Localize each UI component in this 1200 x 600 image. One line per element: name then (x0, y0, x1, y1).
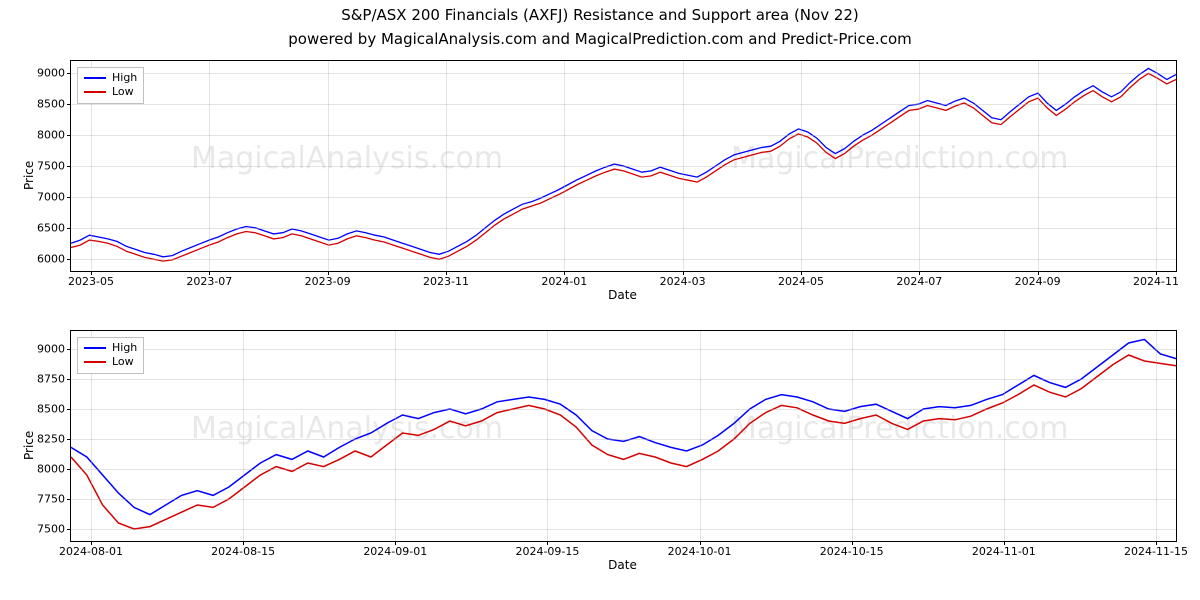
legend-swatch (84, 91, 106, 93)
legend-label: High (112, 71, 137, 85)
legend-item: High (84, 71, 137, 85)
legend-swatch (84, 361, 106, 363)
legend-swatch (84, 77, 106, 79)
x-tick-label: 2024-11-15 (1124, 545, 1188, 558)
x-tick-label: 2024-09 (1015, 275, 1061, 288)
x-tick-label: 2024-09-01 (363, 545, 427, 558)
legend-item: High (84, 341, 137, 355)
chart-panel-top: MagicalAnalysis.com MagicalPrediction.co… (70, 60, 1177, 272)
y-tick-label: 6500 (37, 221, 65, 234)
plot-lines-bottom (71, 331, 1176, 541)
y-axis-label: Price (22, 431, 36, 460)
y-tick-label: 7500 (37, 523, 65, 536)
x-tick-label: 2024-10-15 (820, 545, 884, 558)
y-tick-label: 7000 (37, 190, 65, 203)
chart-subtitle: powered by MagicalAnalysis.com and Magic… (0, 30, 1200, 48)
x-tick-label: 2024-11-01 (972, 545, 1036, 558)
figure: S&P/ASX 200 Financials (AXFJ) Resistance… (0, 0, 1200, 600)
x-tick-label: 2024-10-01 (668, 545, 732, 558)
x-tick-label: 2024-09-15 (515, 545, 579, 558)
y-tick-label: 8750 (37, 373, 65, 386)
x-tick-label: 2024-07 (896, 275, 942, 288)
y-tick-label: 8500 (37, 403, 65, 416)
x-axis-label: Date (70, 288, 1175, 302)
y-tick-label: 9000 (37, 67, 65, 80)
legend-label: High (112, 341, 137, 355)
legend-item: Low (84, 85, 137, 99)
x-tick-label: 2024-01 (541, 275, 587, 288)
legend-swatch (84, 347, 106, 349)
x-tick-label: 2023-05 (68, 275, 114, 288)
x-tick-label: 2023-09 (305, 275, 351, 288)
x-tick-label: 2024-08-15 (211, 545, 275, 558)
x-tick-label: 2024-05 (778, 275, 824, 288)
x-tick-label: 2023-11 (423, 275, 469, 288)
y-tick-label: 6000 (37, 252, 65, 265)
y-tick-label: 8000 (37, 463, 65, 476)
chart-title: S&P/ASX 200 Financials (AXFJ) Resistance… (0, 6, 1200, 24)
y-tick-label: 7750 (37, 493, 65, 506)
legend-item: Low (84, 355, 137, 369)
y-tick-label: 8500 (37, 98, 65, 111)
y-tick-label: 8000 (37, 129, 65, 142)
legend-label: Low (112, 355, 134, 369)
legend: High Low (77, 337, 144, 374)
chart-panel-bottom: MagicalAnalysis.com MagicalPrediction.co… (70, 330, 1177, 542)
x-tick-label: 2023-07 (186, 275, 232, 288)
x-axis-label: Date (70, 558, 1175, 572)
series-line-low (71, 73, 1176, 261)
x-tick-label: 2024-08-01 (59, 545, 123, 558)
y-tick-label: 8250 (37, 433, 65, 446)
x-tick-label: 2024-03 (660, 275, 706, 288)
series-line-high (71, 339, 1176, 514)
y-axis-label: Price (22, 161, 36, 190)
legend-label: Low (112, 85, 134, 99)
x-tick-label: 2024-11 (1133, 275, 1179, 288)
y-tick-label: 9000 (37, 343, 65, 356)
legend: High Low (77, 67, 144, 104)
y-tick-label: 7500 (37, 160, 65, 173)
